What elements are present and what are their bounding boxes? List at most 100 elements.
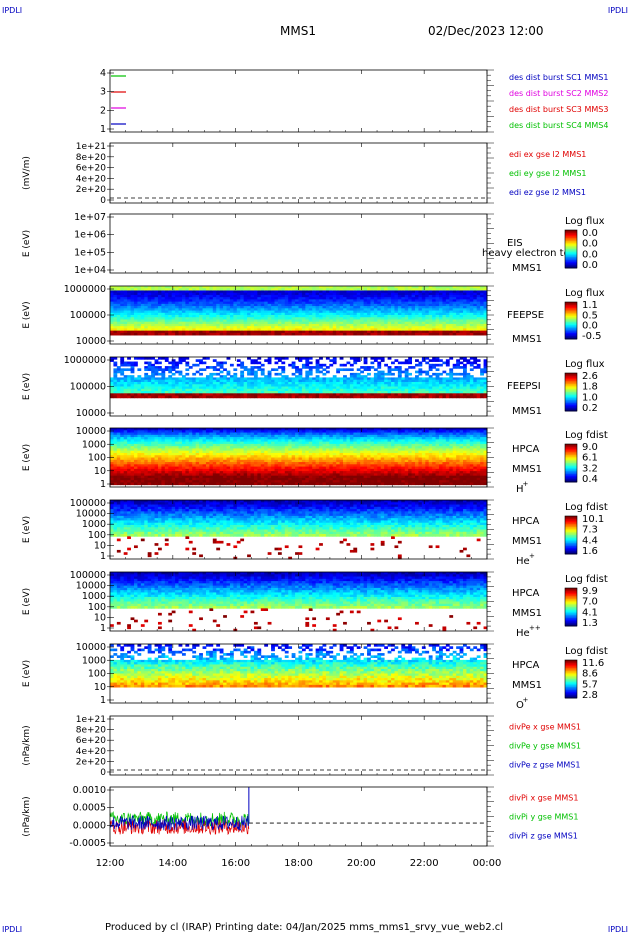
panel-hpca-h-cell (195, 462, 200, 465)
panel-feepsi-cell (336, 386, 341, 390)
panel-feepse-cell (175, 323, 179, 327)
panel-feepse-cell (157, 288, 162, 291)
panel-feepse-cell (243, 312, 248, 316)
panel-feepse-cell (315, 297, 320, 300)
panel-feepse-cell (216, 310, 221, 314)
panel-feepsi-cell (463, 395, 467, 399)
panel-feepsi-cell (394, 393, 399, 396)
panel-feepsi-cell (425, 393, 430, 396)
panel-hpca-h-cell (195, 480, 200, 483)
panel-feepsi-cell (356, 384, 361, 387)
panel-feepsi-cell (185, 391, 190, 394)
panel-feepsi-cell (274, 384, 279, 387)
panel-feepse-cell (339, 308, 344, 311)
panel-feepsi-cell (291, 388, 296, 392)
panel-feepsi-cell (425, 386, 430, 390)
panel-feepse-cell (353, 288, 358, 291)
panel-feepse-cell (469, 312, 474, 316)
panel-feepse-cell (110, 319, 114, 323)
panel-feepse-cell (247, 323, 251, 327)
panel-hpca-h-cell (144, 466, 149, 470)
panel-feepsi-cell (356, 379, 361, 383)
panel-feepse-cell (325, 330, 330, 334)
panel-feepsi-cell (181, 381, 186, 385)
panel-hpca-h-cell (157, 466, 162, 470)
panel-feepsi-cell (325, 381, 330, 385)
panel-feepse-cell (298, 292, 303, 296)
panel-hpca-h-cell (205, 437, 210, 440)
panel-feepse-cell (445, 321, 450, 325)
panel-feepsi-cell (343, 377, 347, 381)
panel-hpca-h-cell (168, 448, 173, 452)
panel-feepse-cell (168, 290, 173, 294)
panel-feepse-cell (332, 330, 337, 334)
panel-feepsi-cell (391, 368, 395, 372)
panel-feepse-colorbar-cell (565, 309, 577, 312)
panel-feepse-cell (181, 328, 186, 332)
panel-feepse-cell (469, 323, 474, 327)
panel-feepsi-cell (367, 372, 371, 376)
panel-hpca-h-cell (181, 455, 186, 458)
panel-feepse-cell (415, 290, 419, 294)
panel-feepse-cell (415, 301, 419, 305)
panel-feepse-cell (116, 332, 121, 336)
panel-feepsi-cell (432, 391, 436, 394)
panel-hpca-h-cell (140, 482, 145, 486)
panel-feepsi-cell (329, 381, 334, 385)
panel-feepse-cell (264, 286, 269, 289)
panel-feepsi-cell (308, 370, 313, 374)
panel-edi-ytick-label: 1e+21 (76, 142, 106, 152)
panel-hpca-h-cell (199, 466, 203, 470)
panel-feepsi-cell (133, 384, 138, 387)
panel-feepse-cell (130, 310, 135, 314)
panel-feepsi-cell (463, 388, 467, 392)
panel-feepse-cell (360, 294, 365, 298)
panel-feepsi-cell (188, 395, 193, 399)
panel-feepsi-cell (147, 357, 152, 360)
panel-feepsi-cell (127, 357, 131, 360)
panel-feepse-cell (260, 315, 265, 318)
panel-feepse-cell (181, 292, 186, 296)
panel-feepse-cell (456, 288, 460, 291)
panel-feepse-cell (175, 319, 179, 323)
panel-feepse-cell (257, 326, 262, 329)
panel-feepse-cell (133, 317, 138, 320)
panel-feepse-cell (439, 321, 443, 325)
panel-feepse-cell (404, 328, 409, 332)
panel-feepsi-cell (363, 366, 368, 369)
panel-feepsi-cell (291, 391, 296, 394)
panel-feepse-cell (175, 332, 179, 336)
panel-hpca-h-cell (199, 464, 203, 467)
panel-feepse-cell (432, 297, 436, 300)
panel-feepse-cell (291, 330, 296, 334)
panel-feepse-cell (463, 292, 467, 296)
panel-feepse-cell (339, 292, 344, 296)
panel-feepse-cell (463, 330, 467, 334)
panel-feepse-cell (428, 306, 433, 309)
panel-feepse-cell (445, 315, 450, 318)
panel-feepse-cell (346, 315, 351, 318)
panel-feepsi-cell (332, 395, 337, 399)
panel-feepsi-cell (175, 379, 179, 383)
panel-feepsi-cell (346, 386, 351, 390)
panel-feepse-cell (356, 290, 361, 294)
panel-feepse-cell (432, 288, 436, 291)
panel-feepsi-cell (380, 372, 385, 376)
panel-feepse-cell (181, 317, 186, 320)
panel-feepse-cell (178, 330, 183, 334)
panel-eis-colorbar-cell (565, 261, 577, 264)
panel-feepsi-cell (463, 359, 467, 362)
panel-hpca-h-cell (192, 430, 197, 433)
panel-feepse-cell (219, 317, 224, 320)
panel-hpca-h-cell (123, 459, 128, 463)
panel-feepse-cell (377, 319, 382, 323)
panel-feepse-cell (205, 328, 210, 332)
panel-feepsi-cell (250, 379, 255, 383)
panel-feepse-cell (421, 328, 426, 332)
panel-feepse-cell (236, 288, 241, 291)
panel-feepsi-cell (353, 381, 358, 385)
panel-feepse-cell (343, 319, 347, 323)
panel-feepse-cell (315, 330, 320, 334)
panel-feepse-cell (209, 303, 214, 307)
panel-feepsi-cell (123, 381, 128, 385)
